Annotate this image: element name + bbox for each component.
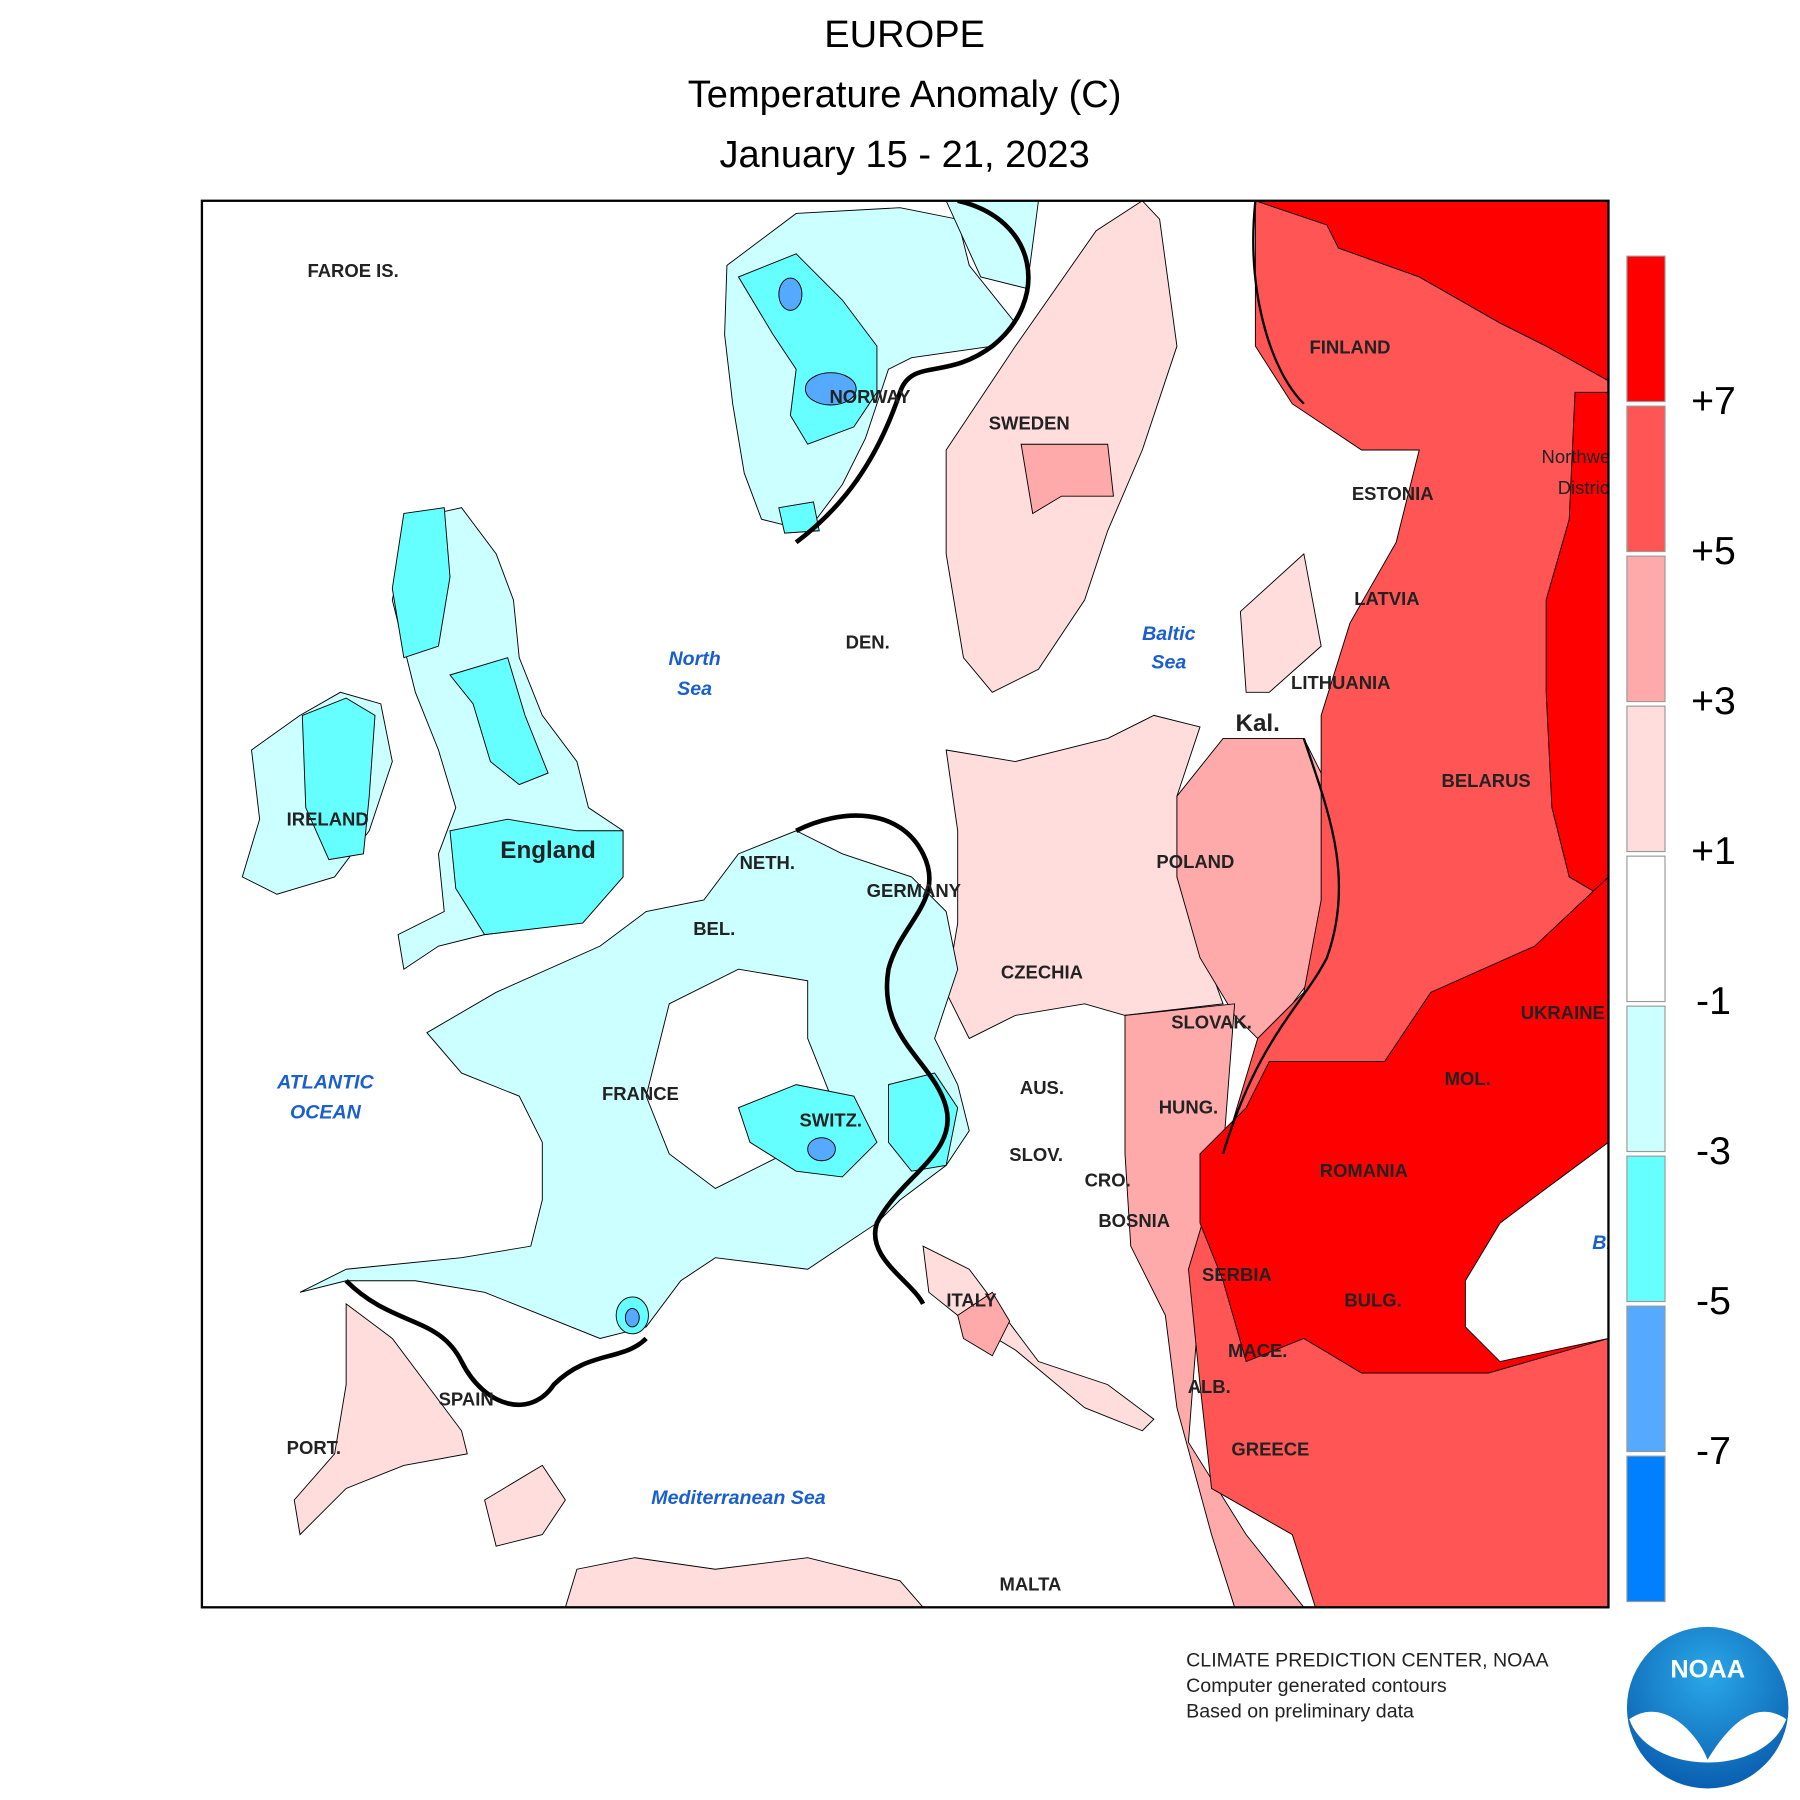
country-label: SLOV.: [1009, 1144, 1063, 1165]
legend-label: +5: [1691, 529, 1736, 573]
country-label: LATVIA: [1354, 588, 1419, 609]
country-label: NETH.: [740, 852, 795, 873]
title: EUROPE Temperature Anomaly (C) January 1…: [688, 14, 1122, 176]
country-labels: FAROE IS. NORWAY SWEDEN FINLAND ESTONIA …: [287, 260, 1625, 1594]
legend-swatch: [1626, 405, 1666, 553]
country-label: ROMANIA: [1320, 1160, 1408, 1181]
region-label: District: [1558, 477, 1614, 498]
country-label: POLAND: [1156, 851, 1234, 872]
logo-text: NOAA: [1670, 1655, 1745, 1683]
country-label: MALTA: [999, 1573, 1061, 1594]
contours: [344, 200, 1341, 1407]
country-label: ESTONIA: [1352, 483, 1434, 504]
footer-line: Based on preliminary data: [1186, 1700, 1414, 1722]
country-label: BEL.: [693, 918, 735, 939]
legend-swatch: [1626, 1305, 1666, 1453]
legend-label: -7: [1696, 1429, 1731, 1473]
title-line: January 15 - 21, 2023: [719, 134, 1089, 176]
country-label: GERMANY: [867, 880, 962, 901]
sea-label: ATLANTIC: [276, 1072, 374, 1094]
legend-label: +3: [1691, 679, 1736, 723]
legend-label: -5: [1696, 1279, 1731, 1323]
logo-bird: [1629, 1711, 1787, 1763]
country-label: FAROE IS.: [307, 260, 398, 281]
country-label: FRANCE: [602, 1083, 679, 1104]
country-label: SERBIA: [1202, 1264, 1272, 1285]
country-label: HUNG.: [1159, 1097, 1218, 1118]
sea-label: OCEAN: [290, 1102, 362, 1124]
sea-labels: North Sea Baltic Sea ATLANTIC OCEAN Medi…: [276, 623, 1685, 1509]
sea-label: Mediterranean Sea: [651, 1487, 825, 1509]
country-label: ALB.: [1188, 1376, 1231, 1397]
legend-swatch: [1626, 255, 1666, 403]
legend-swatch: [1626, 855, 1666, 1003]
title-line: EUROPE: [824, 14, 985, 56]
country-label: SLOVAK.: [1171, 1011, 1252, 1032]
logo-circle: [1626, 1626, 1789, 1789]
sea-label: North: [668, 648, 720, 670]
country-label: CRO.: [1085, 1169, 1131, 1190]
legend-swatch: [1626, 1455, 1666, 1603]
region-label: Northwest: [1542, 446, 1625, 467]
country-label: BELARUS: [1442, 770, 1531, 791]
country-label: DEN.: [846, 632, 890, 653]
country-label: NORWAY: [829, 386, 911, 407]
country-label: BOSNIA: [1098, 1210, 1170, 1231]
legend-label: -1: [1696, 979, 1731, 1023]
country-label: MOL.: [1445, 1068, 1491, 1089]
country-label: SWEDEN: [989, 412, 1070, 433]
country-label: PORT.: [287, 1437, 341, 1458]
footer-line: Computer generated contours: [1186, 1675, 1447, 1697]
black-sea: [1464, 1141, 1609, 1363]
map: FAROE IS. NORWAY SWEDEN FINLAND ESTONIA …: [201, 200, 1685, 1608]
legend-label: +1: [1691, 829, 1736, 873]
sea-label: Sea: [1151, 652, 1186, 674]
title-line: Temperature Anomaly (C): [688, 74, 1122, 116]
noaa-logo: NOAA: [1626, 1626, 1789, 1789]
country-label: BULG.: [1344, 1289, 1401, 1310]
country-label: FINLAND: [1310, 336, 1391, 357]
country-label: CZECHIA: [1001, 962, 1083, 983]
country-label: SPAIN: [439, 1389, 494, 1410]
legend: +7 +5 +3 +1 -1 -3 -5 -7: [1626, 255, 1736, 1603]
region-minus3: [301, 253, 959, 1335]
legend-swatch: [1626, 705, 1666, 853]
country-label: LITHUANIA: [1291, 672, 1390, 693]
country-label: UKRAINE: [1521, 1002, 1605, 1023]
legend-swatch: [1626, 555, 1666, 703]
sea-label: Black Sea: [1592, 1232, 1685, 1254]
country-label: England: [500, 837, 596, 864]
region-minus5: [624, 277, 857, 1328]
sea-label: Baltic: [1142, 623, 1195, 645]
country-label: AUS.: [1020, 1077, 1064, 1098]
anomaly-regions: [241, 200, 1609, 1608]
footer-line: CLIMATE PREDICTION CENTER, NOAA: [1186, 1650, 1549, 1672]
legend-swatch: [1626, 1005, 1666, 1153]
country-label: GREECE: [1231, 1438, 1309, 1459]
sea-label: Sea: [677, 678, 712, 700]
country-label: ITALY: [946, 1289, 997, 1310]
map-frame: [200, 199, 1610, 1609]
legend-label: +7: [1691, 379, 1736, 423]
footer: CLIMATE PREDICTION CENTER, NOAA Computer…: [1186, 1650, 1549, 1723]
country-label: IRELAND: [287, 808, 369, 829]
country-label: Kal.: [1235, 710, 1279, 737]
country-label: MACE.: [1228, 1340, 1287, 1361]
legend-swatch: [1626, 1155, 1666, 1303]
country-label: SWITZ.: [800, 1109, 863, 1130]
legend-label: -3: [1696, 1129, 1731, 1173]
